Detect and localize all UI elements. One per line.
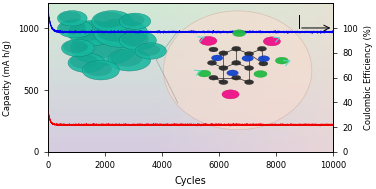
Circle shape bbox=[92, 11, 133, 32]
Circle shape bbox=[58, 11, 87, 26]
Circle shape bbox=[59, 20, 86, 34]
Circle shape bbox=[254, 70, 267, 77]
Circle shape bbox=[94, 19, 148, 47]
Circle shape bbox=[198, 70, 211, 77]
Circle shape bbox=[227, 70, 238, 76]
Circle shape bbox=[74, 33, 123, 58]
Y-axis label: Capacity (mA h/g): Capacity (mA h/g) bbox=[3, 40, 12, 116]
Circle shape bbox=[211, 55, 223, 61]
Circle shape bbox=[244, 66, 254, 70]
Circle shape bbox=[258, 56, 270, 62]
Circle shape bbox=[61, 39, 94, 57]
X-axis label: Cycles: Cycles bbox=[175, 176, 206, 186]
Circle shape bbox=[257, 46, 267, 51]
Circle shape bbox=[110, 50, 142, 67]
Circle shape bbox=[208, 60, 217, 65]
Circle shape bbox=[232, 30, 246, 37]
Circle shape bbox=[219, 80, 228, 84]
Circle shape bbox=[244, 80, 254, 84]
Circle shape bbox=[108, 49, 151, 71]
Circle shape bbox=[121, 14, 144, 26]
Circle shape bbox=[219, 51, 228, 56]
Circle shape bbox=[232, 60, 241, 65]
Circle shape bbox=[200, 36, 217, 45]
Circle shape bbox=[222, 90, 239, 99]
Circle shape bbox=[84, 62, 112, 76]
Circle shape bbox=[94, 12, 124, 28]
Circle shape bbox=[244, 52, 254, 56]
Circle shape bbox=[119, 31, 156, 50]
Circle shape bbox=[209, 75, 218, 80]
Circle shape bbox=[259, 61, 268, 66]
Circle shape bbox=[121, 32, 149, 46]
Circle shape bbox=[275, 57, 288, 64]
Circle shape bbox=[263, 37, 280, 46]
Circle shape bbox=[232, 46, 241, 51]
Circle shape bbox=[209, 47, 218, 52]
Circle shape bbox=[136, 44, 160, 56]
Circle shape bbox=[68, 21, 117, 46]
Circle shape bbox=[119, 13, 151, 29]
Circle shape bbox=[242, 55, 253, 61]
Ellipse shape bbox=[164, 11, 312, 130]
Circle shape bbox=[70, 54, 98, 69]
Circle shape bbox=[58, 19, 93, 38]
Circle shape bbox=[59, 11, 81, 23]
Circle shape bbox=[71, 31, 136, 65]
Circle shape bbox=[68, 53, 105, 73]
Circle shape bbox=[82, 61, 119, 80]
Circle shape bbox=[96, 20, 137, 42]
Circle shape bbox=[232, 75, 241, 80]
Circle shape bbox=[135, 43, 167, 59]
Y-axis label: Coulombic Efficiency (%): Coulombic Efficiency (%) bbox=[364, 25, 373, 130]
Circle shape bbox=[63, 40, 88, 53]
Circle shape bbox=[70, 22, 107, 41]
Circle shape bbox=[219, 66, 228, 70]
